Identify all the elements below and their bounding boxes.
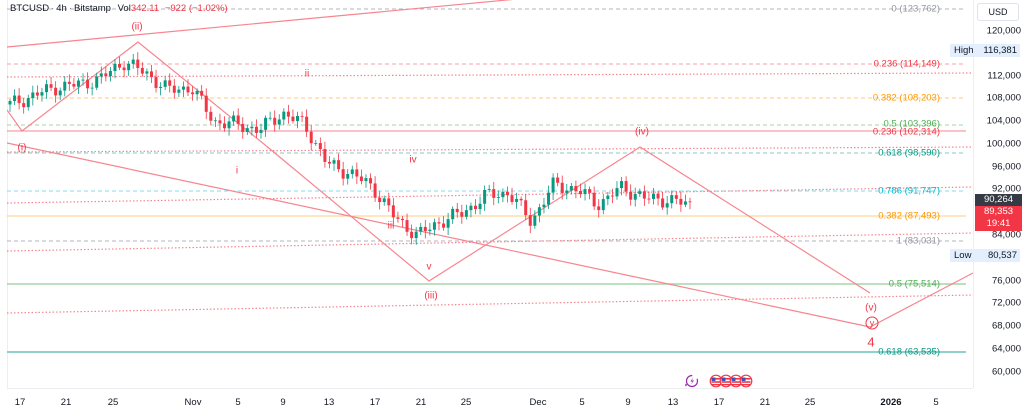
- volume-value: 342.11: [130, 3, 160, 14]
- y-tick: 76,000: [991, 275, 1021, 287]
- x-tick: 25: [804, 397, 816, 408]
- wave-label-iii-major: (iii): [424, 290, 438, 302]
- candlesticks: [8, 52, 692, 245]
- symbol-name[interactable]: BTCUSD: [10, 3, 50, 14]
- bar-countdown: 19:41: [986, 218, 1011, 229]
- plot-area[interactable]: [7, 0, 974, 388]
- fib-label-0382: 0.382 (108,203): [872, 92, 940, 104]
- x-tick: Nov: [184, 397, 202, 408]
- x-tick: 5: [933, 397, 939, 408]
- x-tick: 13: [667, 397, 679, 408]
- x-tick: 25: [107, 397, 119, 408]
- prev-price-tag: 90,264: [975, 194, 1022, 206]
- fib-label-05b: 0.5 (75,514): [888, 278, 940, 290]
- x-tick: 17: [369, 397, 381, 408]
- y-tick: 104,000: [986, 115, 1021, 127]
- y-tick: 92,000: [991, 183, 1021, 195]
- y-tick: 112,000: [987, 70, 1021, 82]
- y-tick: 100,000: [986, 138, 1021, 150]
- x-tick: 21: [60, 397, 72, 408]
- x-tick: 17: [14, 397, 26, 408]
- last-price: 89,353: [983, 206, 1014, 217]
- wave-label-iv-major: (iv): [635, 126, 649, 138]
- x-tick: Dec: [529, 397, 547, 408]
- interval[interactable]: 4h: [56, 3, 67, 14]
- low-marker: Low 80,537: [950, 249, 1020, 262]
- wave-label-4: 4: [867, 334, 875, 350]
- chart-drawings: [7, 0, 973, 353]
- price-axis[interactable]: 120,000 112,000 108,000 104,000 100,000 …: [973, 0, 1024, 388]
- x-tick: 9: [280, 397, 286, 408]
- fib-label-0618: 0.618 (98,590): [878, 147, 940, 159]
- exchange: Bitstamp: [73, 3, 111, 14]
- x-tick: 21: [759, 397, 771, 408]
- x-tick: 21: [415, 397, 427, 408]
- fib-label-0236b: 0.236 (102,314): [872, 126, 940, 138]
- high-value: 116,381: [983, 45, 1017, 56]
- wave-label-iv-minor: iv: [409, 154, 417, 166]
- y-tick: 84,000: [991, 229, 1021, 241]
- x-tick: 17: [713, 397, 725, 408]
- fib-label-0: 0 (123,762): [891, 3, 940, 15]
- y-tick: 68,000: [991, 320, 1021, 332]
- volume-label: Vol: [117, 3, 131, 14]
- last-price-tag: 89,353 19:41: [975, 206, 1022, 231]
- wave-label-i-major: (i): [17, 142, 27, 154]
- low-value: 80,537: [987, 250, 1017, 261]
- events-icons: [685, 374, 753, 388]
- wave-label-y: y: [869, 318, 875, 328]
- chart-legend[interactable]: BTCUSD · 4h · Bitstamp Vol342.11 −922 (−1.02…: [10, 3, 228, 14]
- wave-label-v-major: (v): [865, 302, 877, 314]
- y-tick: 120,000: [986, 25, 1021, 37]
- y-tick: 72,000: [991, 297, 1021, 309]
- y-tick: 64,000: [991, 343, 1021, 355]
- fib-label-0786: 0.786 (91,747): [878, 185, 940, 197]
- fib-label-1: 1 (83,031): [896, 235, 940, 247]
- events-row: [682, 374, 762, 388]
- x-tick: 5: [579, 397, 585, 408]
- us-flag-icon: [739, 374, 753, 388]
- time-axis[interactable]: 17 21 25 Nov 5 9 13 17 21 25 Dec 5 9 13 …: [7, 388, 973, 418]
- x-tick-year: 2026: [880, 397, 902, 408]
- y-tick: 60,000: [991, 366, 1021, 378]
- currency-button[interactable]: USD: [977, 3, 1019, 21]
- price-change: −922 (−1.02%): [164, 3, 228, 14]
- wave-label-ii-minor: ii: [304, 68, 310, 80]
- x-tick: 5: [235, 397, 241, 408]
- fib-label-0618b: 0.618 (63,535): [878, 346, 940, 358]
- x-tick: 13: [323, 397, 335, 408]
- wave-label-i-minor: i: [235, 165, 239, 177]
- x-tick: 25: [460, 397, 472, 408]
- us-flag-icon: [709, 374, 723, 388]
- wave-label-v-minor: v: [426, 261, 432, 273]
- fib-label-0236: 0.236 (114,149): [873, 58, 940, 70]
- fib-label-0382b: 0.382 (87,493): [878, 210, 940, 222]
- x-tick: 9: [625, 397, 631, 408]
- high-label: High: [954, 45, 974, 56]
- y-tick: 108,000: [986, 92, 1021, 104]
- y-tick: 96,000: [991, 161, 1021, 173]
- earnings-lightning-icon: [685, 374, 699, 388]
- high-marker: High 116,381: [950, 44, 1020, 57]
- wave-label-iii-minor: iii: [387, 220, 395, 232]
- wave-label-ii-major: (ii): [131, 21, 143, 33]
- fib-label-05: 0.5 (103,396): [883, 118, 940, 130]
- low-label: Low: [954, 250, 972, 261]
